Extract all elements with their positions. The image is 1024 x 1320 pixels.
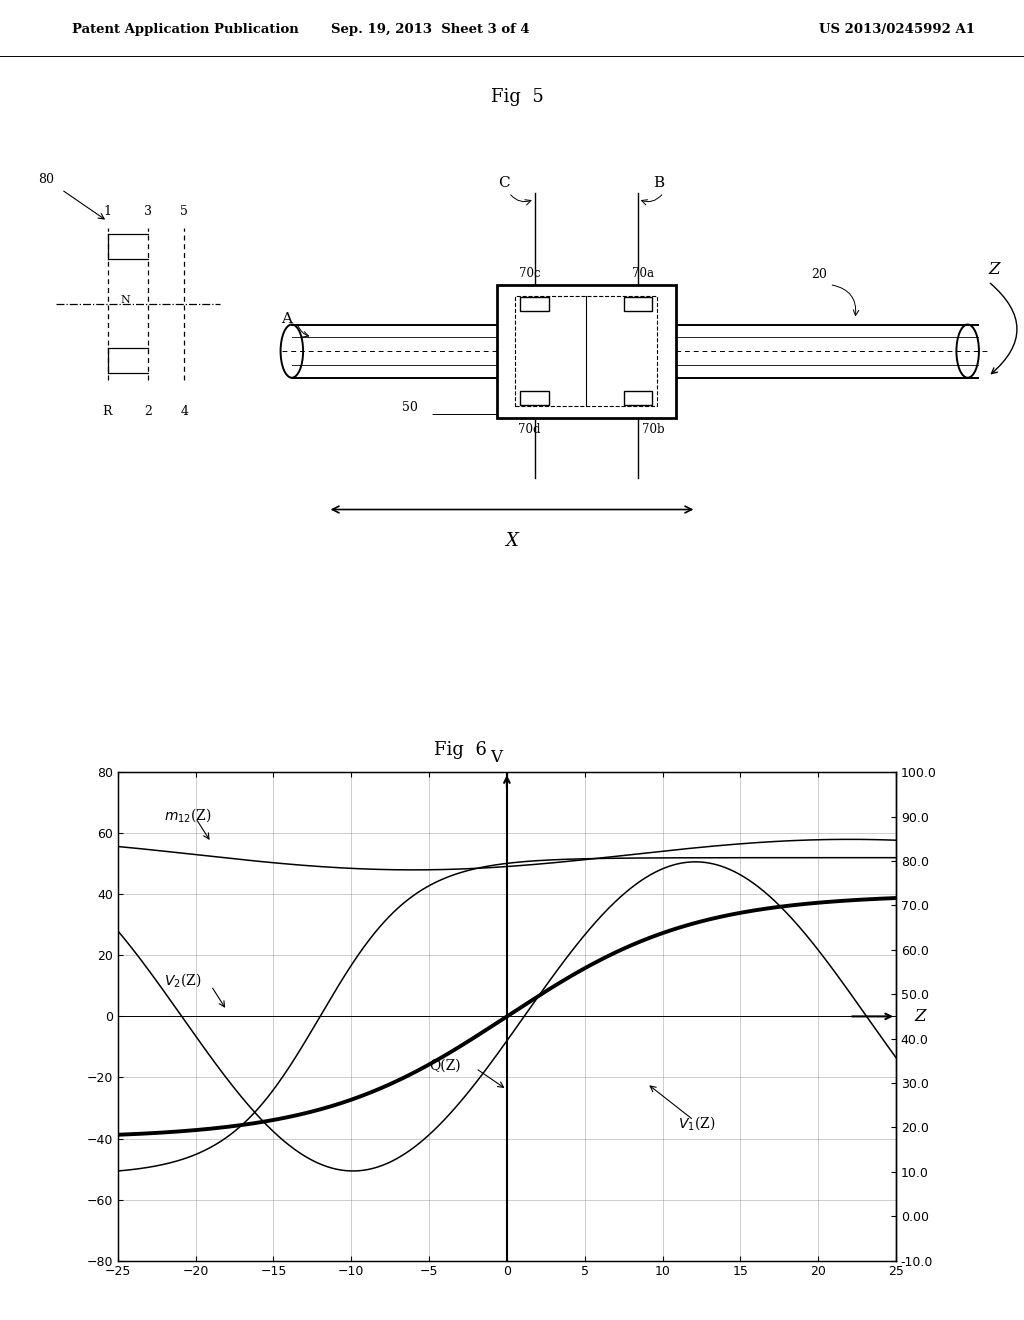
Text: B: B — [653, 176, 664, 190]
Text: Z: Z — [914, 1008, 926, 1024]
Text: R: R — [102, 405, 113, 418]
Bar — [520, 391, 549, 405]
Text: Fig  6: Fig 6 — [434, 741, 487, 759]
Bar — [624, 297, 652, 312]
Text: 70a: 70a — [632, 267, 654, 280]
Text: 80: 80 — [38, 173, 54, 186]
Text: 1: 1 — [103, 205, 112, 218]
Text: 70c: 70c — [518, 267, 541, 280]
Text: 70d: 70d — [518, 422, 541, 436]
Text: A: A — [281, 313, 292, 326]
Bar — [515, 296, 657, 407]
Text: Patent Application Publication: Patent Application Publication — [72, 24, 298, 36]
Text: Fig  5: Fig 5 — [490, 88, 544, 106]
Text: 70b: 70b — [642, 422, 665, 436]
Bar — [497, 285, 676, 417]
Text: $V_{1}$(Z): $V_{1}$(Z) — [678, 1114, 716, 1133]
Text: Q(Z): Q(Z) — [429, 1059, 461, 1072]
Text: 4: 4 — [180, 405, 188, 418]
Text: $m_{12}$(Z): $m_{12}$(Z) — [165, 807, 212, 824]
Bar — [520, 297, 549, 312]
Text: 5: 5 — [180, 205, 188, 218]
Text: X: X — [506, 532, 518, 549]
Bar — [624, 391, 652, 405]
Text: Sep. 19, 2013  Sheet 3 of 4: Sep. 19, 2013 Sheet 3 of 4 — [331, 24, 529, 36]
Text: 50: 50 — [401, 401, 418, 414]
Text: 3: 3 — [144, 205, 153, 218]
Text: N: N — [120, 296, 130, 305]
Text: US 2013/0245992 A1: US 2013/0245992 A1 — [819, 24, 975, 36]
Text: C: C — [498, 176, 510, 190]
Text: $V_{2}$(Z): $V_{2}$(Z) — [165, 972, 202, 989]
Text: V: V — [490, 748, 502, 766]
Text: Z: Z — [988, 261, 999, 279]
Text: 20: 20 — [811, 268, 827, 281]
Text: 2: 2 — [144, 405, 153, 418]
